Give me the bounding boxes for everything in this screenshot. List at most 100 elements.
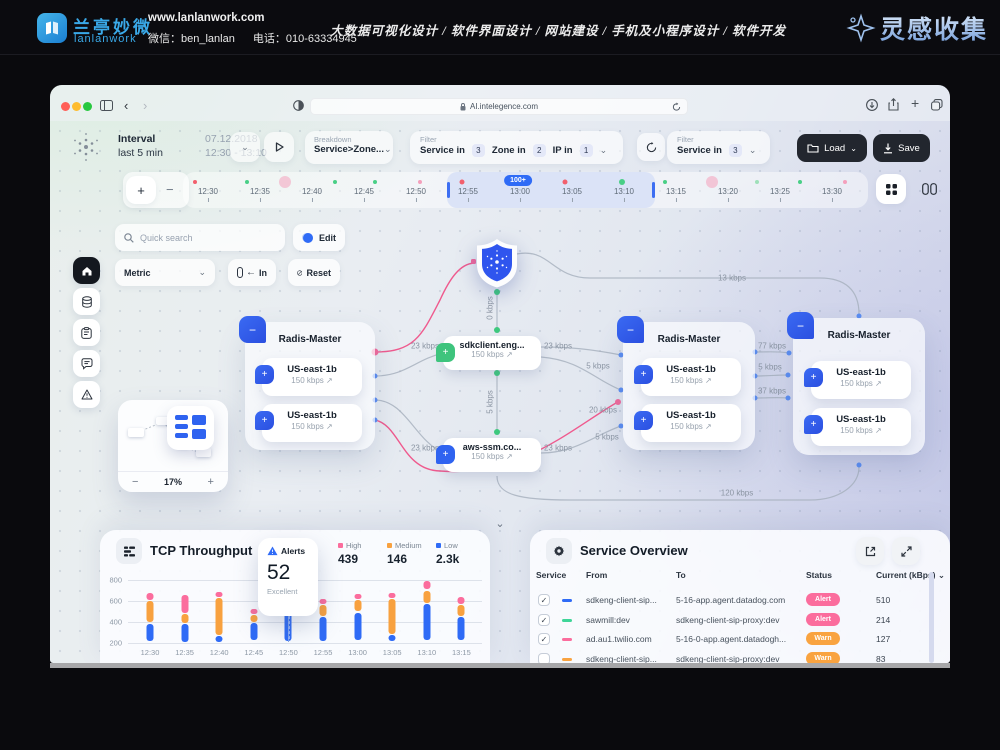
chart-bar-segment[interactable] <box>354 612 362 640</box>
breakdown-selector[interactable]: Breakdown Service>Zone... ⌄ <box>305 131 393 164</box>
timeline-tick[interactable]: 13:00 <box>510 187 530 202</box>
save-button[interactable]: Save <box>873 134 930 162</box>
chart-bar-segment[interactable] <box>423 604 431 640</box>
chart-bar-segment[interactable] <box>215 635 223 642</box>
timeline-tick[interactable]: 13:10 <box>614 187 634 202</box>
shield-node[interactable] <box>475 238 519 293</box>
columns-view-button[interactable] <box>914 174 944 204</box>
diagram-group[interactable]: − Radis-Master + US-east-1b 150 kbps ↗ + US-ea… <box>617 316 755 450</box>
sidebar-item-reports[interactable] <box>73 319 100 346</box>
chart-bar-segment[interactable] <box>250 614 258 622</box>
sidebar-item-comments[interactable] <box>73 350 100 377</box>
row-checkbox[interactable]: ✓ <box>538 594 550 606</box>
sidebar-item-database[interactable] <box>73 288 100 315</box>
quick-search-input[interactable]: Quick search <box>115 224 285 251</box>
in-direction-button[interactable]: ← In <box>228 259 276 286</box>
filter-selector-1[interactable]: Filter Service in 3 Zone in 2 IP in 1 ⌄ <box>410 131 623 164</box>
back-button[interactable]: ‹ <box>124 98 129 113</box>
timeline-tick[interactable]: 13:25 <box>770 187 790 202</box>
timeline-tick[interactable]: 12:45 <box>354 187 374 202</box>
timeline-tick[interactable]: 13:20 <box>718 187 738 202</box>
selection-left-handle[interactable] <box>447 182 450 198</box>
metric-dropdown[interactable]: Metric ⌄ <box>115 259 215 286</box>
table-row[interactable]: ✓ ad.au1.twilio.com 5-16-0-app.agent.datad… <box>530 631 950 649</box>
scrollbar[interactable] <box>929 572 934 663</box>
chart-bar-segment[interactable] <box>457 596 465 605</box>
service-settings-button[interactable] <box>546 538 572 564</box>
chart-bar-segment[interactable] <box>146 601 154 622</box>
chart-bar-segment[interactable] <box>146 592 154 600</box>
chart-bar-segment[interactable] <box>250 623 258 640</box>
zoom-out-button[interactable]: − <box>166 182 174 197</box>
zoom-in-button[interactable]: + <box>126 176 156 204</box>
timeline-tick[interactable]: 12:30 <box>198 187 218 202</box>
collapse-group-button[interactable]: − <box>617 316 644 343</box>
chart-bar-segment[interactable] <box>146 624 154 641</box>
open-external-button[interactable] <box>856 537 884 565</box>
collapse-chevron[interactable]: ⌄ <box>495 518 505 530</box>
diagram-node[interactable]: + aws-ssm.co... 150 kbps ↗ <box>436 438 541 472</box>
selection-right-handle[interactable] <box>652 182 655 198</box>
timeline-tick[interactable]: 12:35 <box>250 187 270 202</box>
chart-bar-segment[interactable] <box>457 616 465 640</box>
diagram-node[interactable]: + US-east-1b 150 kbps ↗ <box>804 361 911 399</box>
chart-bar-segment[interactable] <box>388 592 396 598</box>
diagram-group[interactable]: − Radis-Master + US-east-1b 150 kbps ↗ + US-ea… <box>787 312 925 455</box>
timeline-tick[interactable]: 12:50 <box>406 187 426 202</box>
chart-bar-segment[interactable] <box>457 605 465 616</box>
expand-button[interactable] <box>892 537 920 565</box>
minimap-layout-card[interactable] <box>167 406 214 450</box>
grid-view-button[interactable] <box>876 174 906 204</box>
toggle-switch[interactable] <box>302 232 313 243</box>
chart-bar-segment[interactable] <box>319 598 327 605</box>
expand-node-button[interactable]: + <box>634 411 653 430</box>
forward-button[interactable]: › <box>143 98 148 113</box>
expand-node-button[interactable]: + <box>255 365 274 384</box>
expand-node-button[interactable]: + <box>634 365 653 384</box>
throughput-panel-icon[interactable] <box>116 538 142 564</box>
play-button[interactable] <box>264 132 294 162</box>
sidebar-item-home[interactable] <box>73 257 100 284</box>
diagram-node[interactable]: + US-east-1b 150 kbps ↗ <box>804 408 911 446</box>
timeline-tick[interactable]: 13:05 <box>562 187 582 202</box>
filter-selector-2[interactable]: Filter Service in 3 ⌄ <box>667 131 770 164</box>
chart-bar-segment[interactable] <box>354 599 362 612</box>
expand-node-button[interactable]: + <box>804 368 823 387</box>
sidebar-item-alerts[interactable] <box>73 381 100 408</box>
chart-bar-segment[interactable] <box>319 605 327 616</box>
column-header[interactable]: Current (kBps) ⌄ <box>876 570 945 580</box>
tab-overview-icon[interactable] <box>931 99 943 111</box>
window-close-button[interactable] <box>61 101 70 111</box>
minimap-zoom-out[interactable]: − <box>132 476 139 488</box>
interval-dropdown-button[interactable]: ⌄ <box>230 132 260 162</box>
timeline-tick[interactable]: 12:40 <box>302 187 322 202</box>
diagram-node[interactable]: + US-east-1b 150 kbps ↗ <box>634 404 741 442</box>
table-row[interactable]: ✓ sdkeng-client-sip... 5-16-app.agent.data… <box>530 592 950 610</box>
load-button[interactable]: Load ⌄ <box>797 134 867 162</box>
chart-bar-segment[interactable] <box>181 594 189 613</box>
minimap-zoom-in[interactable]: + <box>207 476 214 488</box>
chart-bar-segment[interactable] <box>250 609 258 614</box>
url-bar[interactable]: AI.intelegence.com <box>310 98 688 115</box>
timeline-tick[interactable]: 13:15 <box>666 187 686 202</box>
timeline-tick[interactable]: 12:55 <box>458 187 478 202</box>
share-icon[interactable] <box>888 98 899 111</box>
expand-node-button[interactable]: + <box>436 343 455 362</box>
diagram-node[interactable]: + US-east-1b 150 kbps ↗ <box>255 358 362 396</box>
expand-node-button[interactable]: + <box>804 415 823 434</box>
reset-button[interactable]: Reset <box>288 259 340 286</box>
row-checkbox[interactable]: ✓ <box>538 613 550 626</box>
window-zoom-button[interactable] <box>83 101 92 111</box>
window-minimize-button[interactable] <box>72 101 81 111</box>
diagram-group[interactable]: − Radis-Master + US-east-1b 150 kbps ↗ + US-ea… <box>239 316 375 450</box>
chart-bar-segment[interactable] <box>215 591 223 597</box>
collapse-group-button[interactable]: − <box>787 312 814 339</box>
chart-bar-segment[interactable] <box>181 624 189 642</box>
chart-bar-segment[interactable] <box>181 613 189 624</box>
content-blocker-icon[interactable] <box>293 100 304 111</box>
minimap[interactable]: − 17% + <box>118 400 228 492</box>
row-checkbox[interactable]: ✓ <box>538 633 550 645</box>
diagram-node[interactable]: + US-east-1b 150 kbps ↗ <box>255 404 362 442</box>
expand-node-button[interactable]: + <box>255 411 274 430</box>
sidebar-toggle-icon[interactable] <box>100 100 113 111</box>
